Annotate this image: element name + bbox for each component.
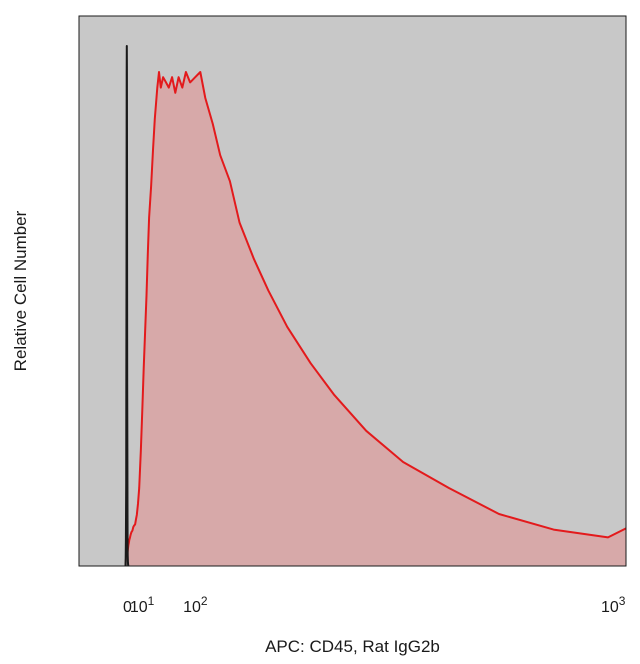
series-1-line — [124, 45, 130, 566]
plot-frame — [78, 15, 627, 567]
x-axis-title: APC: CD45, Rat IgG2b — [265, 637, 440, 656]
y-axis-title: Relative Cell Number — [11, 210, 30, 371]
x-tick-label-3: 103 — [601, 594, 626, 616]
series-layer — [124, 45, 626, 566]
x-tick-label-0: 0 — [123, 599, 132, 616]
x-tick-label-1: 101 — [130, 594, 155, 616]
series-0-line — [124, 71, 626, 566]
x-tick-label-2: 102 — [183, 594, 208, 616]
series-0-area — [125, 72, 626, 566]
